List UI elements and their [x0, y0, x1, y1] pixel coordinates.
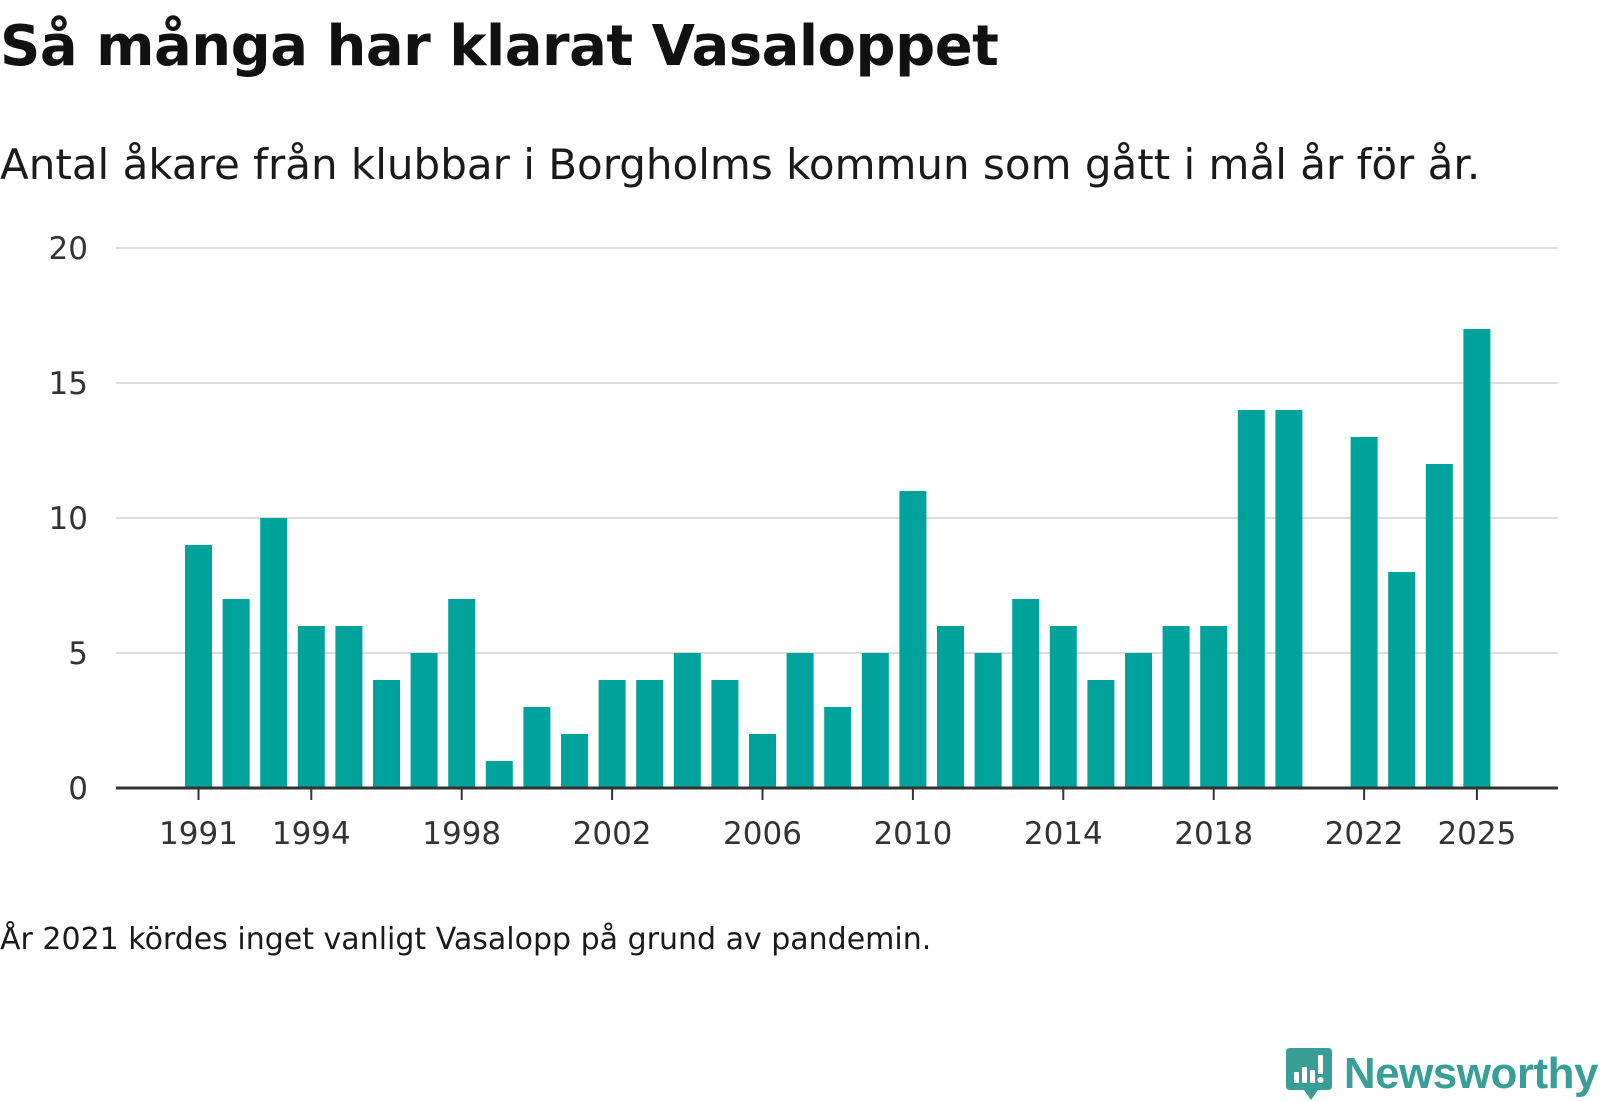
y-tick-label: 5 [68, 636, 88, 672]
x-tick-label: 2014 [1024, 816, 1103, 852]
bar-2008 [824, 707, 852, 788]
bar-2012 [974, 653, 1002, 788]
x-tick-label: 1991 [159, 816, 238, 852]
bar-2019 [1237, 410, 1265, 788]
bar-1998 [448, 599, 476, 788]
x-axis-labels: 1991 1994 1998 2002 2006 2010 2014 2018 2022 2025 [159, 816, 1516, 852]
bar-2011 [937, 626, 964, 788]
chart-subtitle: Antal åkare från klubbar i Borgholms kom… [0, 140, 1481, 189]
x-tick-label: 2006 [723, 816, 802, 852]
brand-name: Newsworthy [1343, 1049, 1599, 1098]
x-tick-label: 1998 [422, 816, 501, 852]
bar-2007 [786, 653, 814, 788]
x-tick-label: 2010 [873, 816, 952, 852]
x-tick-label: 2018 [1174, 816, 1253, 852]
x-tick-label: 2002 [573, 816, 652, 852]
bar-1997 [410, 653, 438, 788]
bar-1994 [297, 626, 325, 788]
x-tick-label: 2022 [1325, 816, 1404, 852]
bar-2001 [561, 734, 588, 788]
bar-2005 [711, 680, 739, 788]
bar-1992 [222, 599, 250, 788]
gridlines [116, 247, 1558, 654]
bar-1991 [185, 545, 212, 788]
bar-2022 [1350, 437, 1378, 788]
bar-1996 [373, 680, 400, 788]
x-axis [116, 786, 1558, 800]
bar-2020 [1275, 410, 1303, 788]
bar-2016 [1125, 653, 1152, 788]
bar-2000 [523, 707, 551, 788]
x-tick-label: 2025 [1437, 816, 1516, 852]
y-tick-label: 10 [49, 501, 88, 537]
brand-logo: Newsworthy [1284, 1046, 1599, 1102]
bar-2004 [673, 653, 701, 788]
bar-2002 [598, 680, 626, 788]
bar-2010 [899, 491, 927, 788]
x-tick-label: 1994 [272, 816, 351, 852]
bar-2018 [1200, 626, 1228, 788]
bar-1995 [335, 626, 363, 788]
bar-2024 [1425, 464, 1453, 788]
y-tick-label: 0 [68, 771, 88, 807]
bar-2025 [1463, 329, 1491, 788]
footnote: År 2021 kördes inget vanligt Vasalopp på… [0, 922, 932, 957]
bars [185, 329, 1491, 788]
bar-1993 [260, 518, 288, 788]
bar-2013 [1012, 599, 1040, 788]
y-tick-label: 20 [49, 231, 88, 267]
bar-2003 [636, 680, 664, 788]
bar-2023 [1388, 572, 1416, 788]
bar-1999 [485, 761, 513, 788]
bar-2009 [861, 653, 889, 788]
newsworthy-logo-icon [1285, 1048, 1332, 1100]
chart-title: Så många har klarat Vasaloppet [0, 14, 999, 79]
bar-2006 [749, 734, 776, 788]
y-tick-label: 15 [49, 366, 88, 402]
bar-2014 [1049, 626, 1077, 788]
bar-2017 [1162, 626, 1190, 788]
bar-2015 [1087, 680, 1115, 788]
bar-chart: 0 5 10 15 20 1991 1994 1998 2002 2006 2010 2014 201… [49, 231, 1558, 852]
y-axis-labels: 0 5 10 15 20 [49, 231, 88, 807]
